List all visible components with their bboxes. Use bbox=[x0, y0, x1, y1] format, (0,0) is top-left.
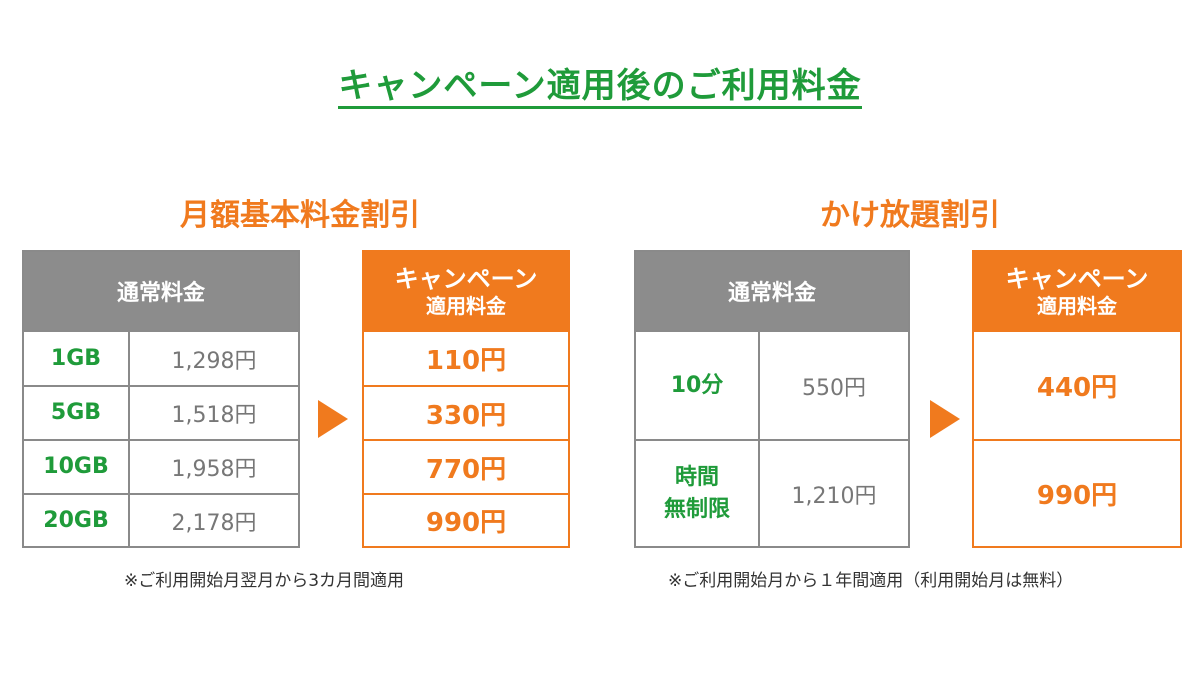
plan-name-line1: 10分 bbox=[670, 372, 724, 398]
call-normal-price-table: 通常料金 10分 550円 時間 無制限 1,210円 bbox=[634, 250, 910, 548]
plan-name: 1GB bbox=[24, 332, 130, 385]
campaign-header-line2: 適用料金 bbox=[1037, 293, 1117, 318]
monthly-normal-price-table: 通常料金 1GB 1,298円 5GB 1,518円 10GB 1,958円 2… bbox=[22, 250, 300, 548]
plan-name-line2: 無制限 bbox=[663, 496, 730, 522]
normal-price: 1,298円 bbox=[171, 348, 257, 374]
campaign-price: 330円 bbox=[364, 385, 568, 439]
call-campaign-price-table: キャンペーン 適用料金 440円 990円 bbox=[972, 250, 1182, 548]
table-row: 1GB 1,298円 bbox=[24, 330, 298, 385]
monthly-campaign-price-table: キャンペーン 適用料金 110円 330円 770円 990円 bbox=[362, 250, 570, 548]
section-title-call-discount: かけ放題割引 bbox=[820, 198, 1000, 233]
campaign-price: 990円 bbox=[974, 439, 1180, 546]
normal-price-header: 通常料金 bbox=[24, 252, 298, 330]
arrow-right-icon bbox=[930, 400, 960, 438]
section-title-monthly-discount: 月額基本料金割引 bbox=[180, 198, 420, 233]
call-discount-note: ※ご利用開始月から１年間適用（利用開始月は無料） bbox=[668, 571, 1074, 591]
campaign-header-line1: キャンペーン bbox=[394, 264, 538, 293]
table-row: 20GB 2,178円 bbox=[24, 493, 298, 546]
monthly-discount-note: ※ご利用開始月翌月から3カ月間適用 bbox=[124, 571, 405, 591]
table-row: 時間 無制限 1,210円 bbox=[636, 439, 908, 546]
page-title: キャンペーン適用後のご利用料金 bbox=[338, 66, 862, 106]
normal-price: 1,210円 bbox=[791, 483, 877, 509]
table-row: 10GB 1,958円 bbox=[24, 439, 298, 493]
campaign-price: 770円 bbox=[364, 439, 568, 493]
title-underline bbox=[338, 106, 862, 109]
campaign-price-header: キャンペーン 適用料金 bbox=[364, 252, 568, 330]
campaign-price: 440円 bbox=[974, 330, 1180, 439]
normal-price: 2,178円 bbox=[171, 510, 257, 536]
campaign-header-line2: 適用料金 bbox=[426, 293, 506, 318]
table-row: 10分 550円 bbox=[636, 330, 908, 439]
plan-name: 時間 無制限 bbox=[636, 441, 760, 546]
normal-price: 550円 bbox=[802, 375, 866, 401]
campaign-price: 990円 bbox=[364, 493, 568, 546]
campaign-price-header: キャンペーン 適用料金 bbox=[974, 252, 1180, 330]
plan-name: 5GB bbox=[24, 387, 130, 439]
normal-price: 1,958円 bbox=[171, 457, 257, 482]
table-row: 5GB 1,518円 bbox=[24, 385, 298, 439]
campaign-price: 110円 bbox=[364, 330, 568, 385]
normal-price-header: 通常料金 bbox=[636, 252, 908, 330]
campaign-header-line1: キャンペーン bbox=[1005, 264, 1149, 293]
plan-name: 20GB bbox=[24, 495, 130, 546]
plan-name-line1: 時間 bbox=[674, 464, 719, 490]
plan-name: 10分 bbox=[636, 332, 760, 439]
plan-name: 10GB bbox=[24, 441, 130, 493]
normal-price: 1,518円 bbox=[171, 403, 257, 428]
arrow-right-icon bbox=[318, 400, 348, 438]
